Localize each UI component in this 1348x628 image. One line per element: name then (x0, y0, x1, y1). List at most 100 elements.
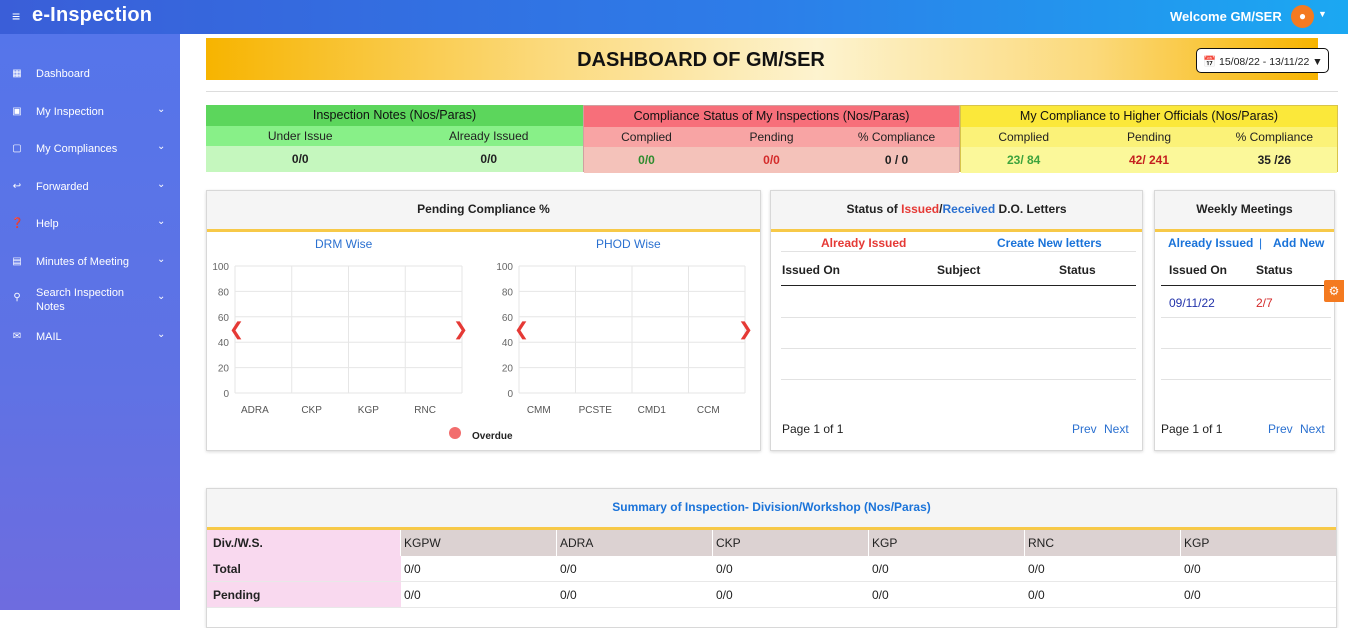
document-icon: ▤ (12, 256, 22, 267)
my-compliance-box[interactable]: My Compliance to Higher Officials (Nos/P… (960, 105, 1338, 173)
chevron-left-icon[interactable]: ❮ (229, 319, 245, 339)
chevron-down-icon: ⌄ (157, 141, 166, 152)
col-label: Under Issue (267, 129, 333, 143)
col-label: Pending (1126, 130, 1172, 144)
chevron-down-icon: ⌄ (157, 216, 166, 227)
tab-already-issued[interactable]: Already Issued (821, 236, 907, 250)
sidebar-item-my-compliances[interactable]: ▢ My Compliances ⌄ (0, 135, 180, 163)
column-header: Issued On (1169, 263, 1228, 277)
table-cell[interactable]: 0/0 (401, 582, 557, 608)
x-tick-label: ADRA (241, 405, 269, 416)
chevron-down-icon: ⌄ (157, 254, 166, 265)
sidebar-item-label: My Compliances (36, 143, 118, 155)
meeting-status[interactable]: 2/7 (1256, 296, 1273, 310)
hamburger-menu-icon[interactable]: ≡ (12, 8, 21, 24)
tab-create-new-letters[interactable]: Create New letters (997, 236, 1102, 250)
x-tick-label: PCSTE (579, 405, 613, 416)
sidebar-item-label: Forwarded (36, 181, 89, 193)
tab-already-issued[interactable]: Already Issued (1168, 236, 1254, 250)
row-divider (1161, 348, 1331, 349)
stat-value: 0 / 0 (884, 153, 909, 167)
next-button[interactable]: Next (1104, 422, 1129, 436)
table-cell[interactable]: 0/0 (713, 582, 869, 608)
caret-down-icon: ▼ (1312, 56, 1323, 68)
sidebar-item-mail[interactable]: ✉ MAIL ⌄ (0, 323, 180, 351)
stat-value: 23/ 84 (1006, 153, 1041, 167)
divider (206, 91, 1338, 92)
col-label: Already Issued (449, 129, 529, 143)
inspection-notes-box[interactable]: Inspection Notes (Nos/Paras) Under Issue… (206, 105, 583, 172)
chevron-down-icon: ⌄ (157, 104, 166, 115)
box-title: Inspection Notes (Nos/Paras) (206, 105, 583, 126)
row-divider (781, 379, 1136, 380)
prev-button[interactable]: Prev (1072, 422, 1097, 436)
date-range-picker[interactable]: 📅 15/08/22 - 13/11/22 ▼ (1196, 48, 1329, 73)
y-tick-label: 40 (502, 338, 514, 349)
meeting-date[interactable]: 09/11/22 (1169, 296, 1215, 310)
y-tick-label: 20 (218, 364, 230, 375)
row-divider (1161, 317, 1331, 318)
tab-add-new[interactable]: Add New (1273, 236, 1325, 250)
title-received: Received (942, 202, 996, 216)
col-label: Complied (998, 130, 1050, 144)
user-avatar-icon[interactable]: ● (1291, 5, 1314, 28)
sidebar-item-label: Dashboard (36, 68, 90, 80)
y-tick-label: 0 (223, 389, 229, 400)
sidebar-item-dashboard[interactable]: ▦ Dashboard (0, 60, 180, 88)
sidebar-item-forwarded[interactable]: ↩ Forwarded ⌄ (0, 173, 180, 201)
x-tick-label: CCM (697, 405, 720, 416)
sidebar-item-minutes-of-meeting[interactable]: ▤ Minutes of Meeting ⌄ (0, 248, 180, 276)
column-header: KGP (869, 530, 1025, 556)
settings-gear-icon[interactable]: ⚙ (1324, 280, 1344, 302)
card-title: Summary of Inspection- Division/Workshop… (207, 489, 1336, 530)
chart-title-drm: DRM Wise (315, 237, 373, 251)
title-text: D.O. Letters (995, 202, 1067, 216)
chevron-left-icon[interactable]: ❮ (514, 319, 530, 339)
table-cell[interactable]: 0/0 (1025, 556, 1181, 582)
chevron-down-icon[interactable]: ▼ (1318, 9, 1327, 19)
title-issued: Issued (901, 202, 940, 216)
next-button[interactable]: Next (1300, 422, 1325, 436)
row-label: Total (207, 556, 401, 582)
table-cell[interactable]: 0/0 (1181, 556, 1336, 582)
table-cell[interactable]: 0/0 (557, 582, 713, 608)
column-header: KGP (1181, 530, 1336, 556)
chevron-right-icon[interactable]: ❯ (453, 319, 469, 339)
table-cell[interactable]: 0/0 (1025, 582, 1181, 608)
column-header: Subject (937, 263, 981, 277)
search-icon: ⚲ (13, 292, 21, 303)
card-title: Status of Issued/Received D.O. Letters (771, 191, 1142, 232)
y-tick-label: 60 (502, 313, 514, 324)
table-cell[interactable]: 0/0 (557, 556, 713, 582)
sidebar-item-my-inspection[interactable]: ▣ My Inspection ⌄ (0, 98, 180, 126)
table-cell[interactable]: 0/0 (869, 582, 1025, 608)
col-label: % Compliance (857, 130, 936, 144)
prev-button[interactable]: Prev (1268, 422, 1293, 436)
column-header: Div./W.S. (207, 530, 401, 556)
table-cell[interactable]: 0/0 (713, 556, 869, 582)
col-label: % Compliance (1235, 130, 1313, 144)
card-title: Weekly Meetings (1155, 191, 1334, 232)
compliance-status-box[interactable]: Compliance Status of My Inspections (Nos… (583, 105, 960, 173)
chevron-right-icon[interactable]: ❯ (738, 319, 754, 339)
dashboard-header: DASHBOARD OF GM/SER 📅 15/08/22 - 13/11/2… (206, 38, 1329, 80)
sidebar-item-search-inspection-notes[interactable]: ⚲ Search Inspection Notes ⌄ (0, 278, 180, 314)
table-cell[interactable]: 0/0 (401, 556, 557, 582)
sidebar-item-help[interactable]: ❓ Help ⌄ (0, 210, 180, 238)
row-label: Pending (207, 582, 401, 608)
box-title: Compliance Status of My Inspections (Nos… (584, 106, 959, 127)
card-title: Pending Compliance % (207, 191, 760, 232)
x-tick-label: RNC (414, 405, 436, 416)
chart-area: 0 20 40 60 80 100 ADRA CKP KGP RNC 0 20 40 60 80 100 CMM… (212, 262, 746, 416)
col-label: Pending (749, 130, 794, 144)
table-cell[interactable]: 0/0 (869, 556, 1025, 582)
column-header: RNC (1025, 530, 1181, 556)
chevron-down-icon: ⌄ (157, 291, 166, 302)
row-divider (1161, 379, 1331, 380)
title-text: Status of (846, 202, 902, 216)
stat-value: 0/0 (638, 153, 655, 167)
row-divider (781, 317, 1136, 318)
col-label: Complied (621, 130, 672, 144)
table-cell[interactable]: 0/0 (1181, 582, 1336, 608)
brand-logo[interactable]: e-Inspection (32, 4, 153, 26)
